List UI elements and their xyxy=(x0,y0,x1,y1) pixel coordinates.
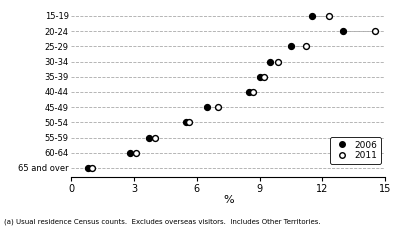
2011 xyxy=(152,136,158,139)
2011 xyxy=(215,105,221,109)
2006 xyxy=(309,14,315,18)
2011 xyxy=(133,151,139,155)
2006 xyxy=(267,60,273,63)
X-axis label: %: % xyxy=(223,195,233,205)
2006 xyxy=(204,105,210,109)
2006 xyxy=(85,166,91,170)
2011 xyxy=(89,166,96,170)
2006 xyxy=(127,151,133,155)
2006 xyxy=(340,29,347,33)
2011 xyxy=(303,44,309,48)
2011 xyxy=(326,14,332,18)
Text: (a) Usual residence Census counts.  Excludes overseas visitors.  Includes Other : (a) Usual residence Census counts. Exclu… xyxy=(4,218,321,225)
2011 xyxy=(250,90,256,94)
2011 xyxy=(275,60,281,63)
2011 xyxy=(261,75,267,79)
2006 xyxy=(288,44,294,48)
2011 xyxy=(372,29,378,33)
2006 xyxy=(256,75,263,79)
Legend: 2006, 2011: 2006, 2011 xyxy=(330,137,381,164)
2006 xyxy=(246,90,252,94)
2006 xyxy=(183,121,190,124)
2011 xyxy=(185,121,192,124)
2006 xyxy=(146,136,152,139)
